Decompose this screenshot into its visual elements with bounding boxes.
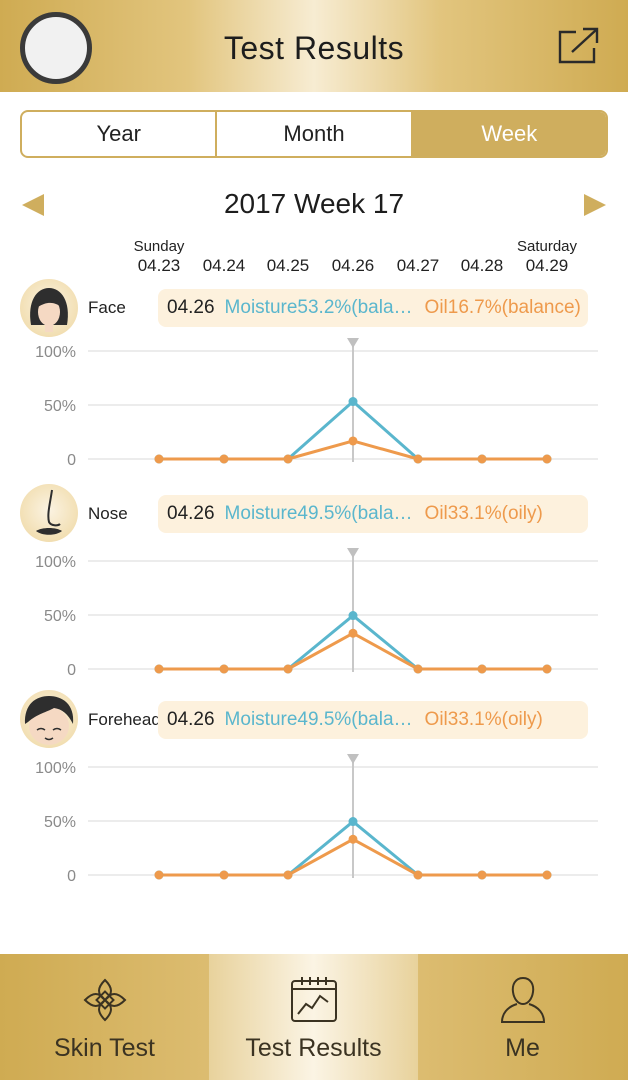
- moisture-reading: Moisture49.5%(bala…: [224, 709, 413, 730]
- header-bar: Test Results: [0, 0, 628, 92]
- nose-line-chart[interactable]: 100% 50% 0: [0, 546, 628, 686]
- tab-test-results[interactable]: Test Results: [209, 954, 418, 1080]
- section-label-face: Face: [88, 298, 126, 317]
- calendar-chart-icon: [290, 977, 337, 1022]
- y-tick-label: 0: [67, 662, 76, 679]
- moisture-point: [348, 397, 358, 407]
- y-tick-label: 0: [67, 452, 76, 469]
- oil-point: [219, 454, 229, 464]
- oil-point: [542, 454, 552, 464]
- selected-date-marker-icon: [347, 754, 359, 764]
- start-day-label: Sunday: [133, 238, 185, 255]
- tab-week[interactable]: Week: [410, 112, 606, 156]
- oil-point: [477, 870, 487, 880]
- forehead-line-chart[interactable]: 100% 50% 0: [0, 752, 628, 892]
- oil-reading: Oil16.7%(balance): [424, 297, 581, 318]
- moisture-point: [348, 817, 358, 827]
- y-tick-label: 100%: [35, 554, 76, 571]
- reading-summary-pill: 04.26 Moisture49.5%(bala… Oil33.1%(oily): [158, 495, 588, 533]
- moisture-reading: Moisture49.5%(bala…: [224, 503, 413, 524]
- oil-point: [413, 664, 423, 674]
- tab-month[interactable]: Month: [215, 112, 410, 156]
- tab-me[interactable]: Me: [418, 954, 627, 1080]
- flower-icon: [83, 978, 126, 1022]
- section-label-forehead: Forehead: [88, 710, 161, 729]
- oil-point: [542, 664, 552, 674]
- selected-date-marker-icon: [347, 338, 359, 348]
- oil-point: [154, 454, 164, 464]
- oil-point: [477, 454, 487, 464]
- oil-point: [542, 870, 552, 880]
- end-day-label: Saturday: [516, 238, 578, 255]
- oil-point: [154, 664, 164, 674]
- oil-point: [154, 870, 164, 880]
- bottom-tab-bar: Skin Test Test Results Me: [0, 954, 628, 1080]
- oil-point: [219, 870, 229, 880]
- y-tick-label: 0: [67, 868, 76, 885]
- oil-point: [283, 664, 293, 674]
- reading-date: 04.26: [167, 297, 215, 318]
- reading-date: 04.26: [167, 503, 215, 524]
- page-title: Test Results: [223, 30, 405, 66]
- share-export-icon[interactable]: [556, 26, 602, 66]
- oil-point: [348, 628, 358, 638]
- week-navigator: 2017 Week 17: [0, 184, 628, 226]
- oil-point: [219, 664, 229, 674]
- date-label[interactable]: 04.23: [137, 256, 181, 275]
- reading-summary-pill: 04.26 Moisture53.2%(bala… Oil16.7%(balan…: [158, 289, 588, 327]
- reading-summary-pill: 04.26 Moisture49.5%(bala… Oil33.1%(oily): [158, 701, 588, 739]
- y-tick-label: 100%: [35, 760, 76, 777]
- section-label-nose: Nose: [88, 504, 128, 523]
- tab-label: Skin Test: [54, 1034, 155, 1062]
- y-tick-label: 100%: [35, 344, 76, 361]
- oil-point: [348, 834, 358, 844]
- oil-point: [413, 870, 423, 880]
- tab-year[interactable]: Year: [96, 121, 141, 146]
- date-label[interactable]: 04.24: [202, 256, 246, 275]
- nose-area-icon: [20, 484, 78, 542]
- date-label[interactable]: 04.26: [331, 256, 375, 275]
- date-label[interactable]: 04.28: [460, 256, 504, 275]
- oil-point: [348, 436, 358, 446]
- moisture-reading: Moisture53.2%(bala…: [224, 297, 413, 318]
- week-title: 2017 Week 17: [223, 188, 405, 219]
- face-line-chart[interactable]: 100% 50% 0: [0, 336, 628, 476]
- previous-week-arrow-icon[interactable]: [22, 194, 44, 216]
- forehead-area-icon: [20, 690, 78, 748]
- profile-avatar[interactable]: [20, 12, 92, 84]
- date-label[interactable]: 04.25: [266, 256, 310, 275]
- period-segmented-control: Year Month Week: [20, 110, 608, 158]
- oil-reading: Oil33.1%(oily): [424, 709, 543, 730]
- date-label[interactable]: 04.27: [396, 256, 440, 275]
- y-tick-label: 50%: [44, 398, 76, 415]
- face-area-icon: [20, 279, 78, 337]
- tab-skin-test[interactable]: Skin Test: [0, 954, 209, 1080]
- y-tick-label: 50%: [44, 608, 76, 625]
- oil-reading: Oil33.1%(oily): [424, 503, 543, 524]
- date-label[interactable]: 04.29: [525, 256, 569, 275]
- moisture-point: [348, 611, 358, 621]
- selected-date-marker-icon: [347, 548, 359, 558]
- oil-point: [283, 454, 293, 464]
- next-week-arrow-icon[interactable]: [584, 194, 606, 216]
- y-tick-label: 50%: [44, 814, 76, 831]
- person-icon: [500, 976, 545, 1023]
- tab-label: Test Results: [245, 1034, 382, 1062]
- reading-date: 04.26: [167, 709, 215, 730]
- oil-point: [413, 454, 423, 464]
- oil-point: [477, 664, 487, 674]
- oil-point: [283, 870, 293, 880]
- tab-label: Me: [505, 1034, 540, 1062]
